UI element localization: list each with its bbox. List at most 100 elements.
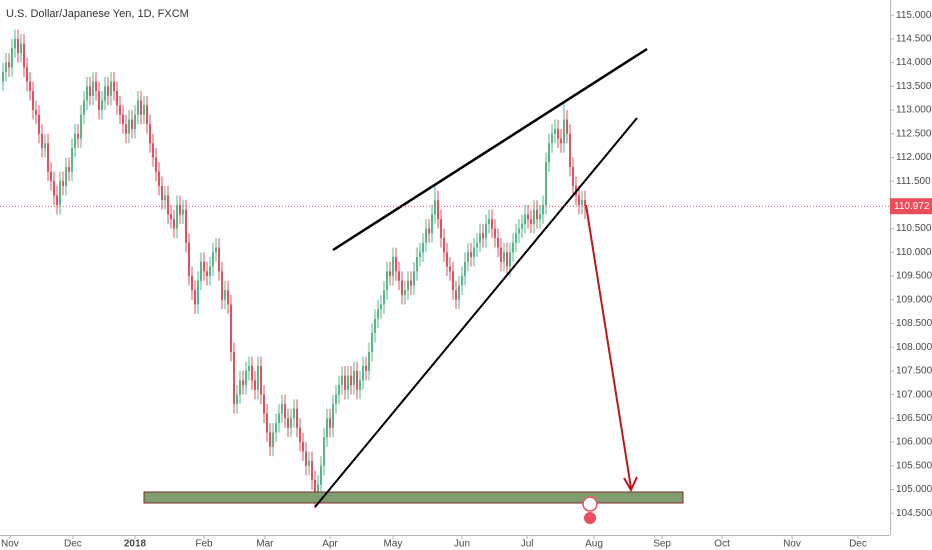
candle-body bbox=[364, 366, 367, 371]
candle-body bbox=[205, 271, 208, 277]
candle-body bbox=[553, 129, 556, 134]
candle-body bbox=[13, 38, 16, 49]
candle-body bbox=[187, 242, 190, 277]
candle-body bbox=[121, 114, 124, 125]
candle-body bbox=[274, 423, 277, 433]
candle-body bbox=[301, 442, 304, 452]
candle-body bbox=[154, 157, 157, 172]
candle-body bbox=[214, 247, 217, 253]
candle-body bbox=[217, 247, 220, 272]
candle-body bbox=[70, 147, 73, 172]
candle-body bbox=[529, 219, 532, 224]
candle-body bbox=[532, 209, 535, 224]
candle-body bbox=[223, 290, 226, 300]
candle-body bbox=[349, 375, 352, 386]
candle-body bbox=[526, 214, 529, 220]
arrow-head bbox=[623, 476, 638, 493]
candle-body bbox=[268, 432, 271, 447]
x-tick-label: Sep bbox=[653, 539, 671, 550]
candle-body bbox=[280, 404, 283, 414]
candle-body bbox=[259, 366, 262, 395]
candle-body bbox=[490, 219, 493, 229]
y-tick-label: 111.500 bbox=[896, 176, 931, 187]
candle-body bbox=[232, 351, 235, 405]
event-icon bbox=[582, 496, 598, 512]
candle-body bbox=[334, 394, 337, 405]
candle-body bbox=[271, 432, 274, 447]
candle-body bbox=[37, 114, 40, 134]
candle-body bbox=[235, 394, 238, 405]
candle-body bbox=[322, 437, 325, 466]
candle-body bbox=[541, 204, 544, 215]
candle-body bbox=[475, 242, 478, 248]
candle-body bbox=[415, 257, 418, 272]
candle-body bbox=[34, 110, 37, 115]
candle-body bbox=[91, 81, 94, 96]
candle-body bbox=[538, 214, 541, 220]
candle-body bbox=[355, 370, 358, 390]
candle-body bbox=[583, 200, 586, 207]
candle-body bbox=[289, 418, 292, 428]
candle-body bbox=[220, 271, 223, 300]
candle-body bbox=[88, 86, 91, 96]
candle-body bbox=[139, 100, 142, 115]
candle-body bbox=[103, 86, 106, 101]
candle-body bbox=[331, 404, 334, 428]
candle-body bbox=[328, 418, 331, 428]
candle-body bbox=[370, 332, 373, 352]
candle-body bbox=[499, 247, 502, 262]
candle-body bbox=[22, 43, 25, 68]
candle-body bbox=[211, 252, 214, 267]
candle-body bbox=[124, 124, 127, 134]
y-tick-label: 110.000 bbox=[896, 247, 932, 258]
candle-body bbox=[478, 233, 481, 243]
chart-title: U.S. Dollar/Japanese Yen, 1D, FXCM bbox=[6, 8, 189, 20]
candle-body bbox=[424, 228, 427, 243]
candle-body bbox=[421, 242, 424, 253]
candle-body bbox=[61, 181, 64, 186]
y-tick-label: 115.000 bbox=[896, 10, 932, 21]
candle-body bbox=[514, 233, 517, 243]
y-tick-label: 109.000 bbox=[896, 294, 932, 305]
candle-body bbox=[265, 413, 268, 433]
candle-body bbox=[346, 375, 349, 390]
candle-body bbox=[196, 280, 199, 305]
candle-body bbox=[172, 219, 175, 229]
y-tick-label: 113.500 bbox=[896, 81, 932, 92]
candle-body bbox=[157, 171, 160, 186]
candle-body bbox=[163, 195, 166, 201]
candle-body bbox=[409, 280, 412, 286]
candle-body bbox=[319, 465, 322, 485]
y-tick-label: 114.000 bbox=[896, 57, 932, 68]
candle-body bbox=[571, 166, 574, 186]
candle-body bbox=[166, 195, 169, 215]
candle-body bbox=[325, 418, 328, 438]
y-tick-label: 107.500 bbox=[896, 366, 932, 377]
candle-body bbox=[4, 62, 7, 73]
candle-body bbox=[358, 380, 361, 390]
y-tick-label: 107.000 bbox=[896, 389, 932, 400]
x-tick-label: Nov bbox=[1, 539, 19, 550]
candle-body bbox=[484, 223, 487, 239]
support-zone bbox=[143, 491, 684, 504]
candle-body bbox=[244, 370, 247, 386]
candle-body bbox=[106, 86, 109, 96]
candle-body bbox=[520, 223, 523, 229]
candle-body bbox=[97, 91, 100, 111]
candle-body bbox=[361, 366, 364, 381]
candle-body bbox=[418, 252, 421, 258]
y-tick-label: 112.500 bbox=[896, 128, 932, 139]
x-tick-label: Apr bbox=[322, 539, 338, 550]
candle-body bbox=[511, 242, 514, 253]
candle-body bbox=[151, 143, 154, 158]
candle-body bbox=[184, 209, 187, 243]
candle-body bbox=[493, 228, 496, 239]
candle-body bbox=[460, 276, 463, 286]
candle-body bbox=[298, 427, 301, 443]
candle-body bbox=[262, 394, 265, 414]
candle-body bbox=[352, 370, 355, 386]
y-tick-label: 109.500 bbox=[896, 271, 932, 282]
candle-body bbox=[472, 247, 475, 258]
candle-body bbox=[73, 133, 76, 148]
